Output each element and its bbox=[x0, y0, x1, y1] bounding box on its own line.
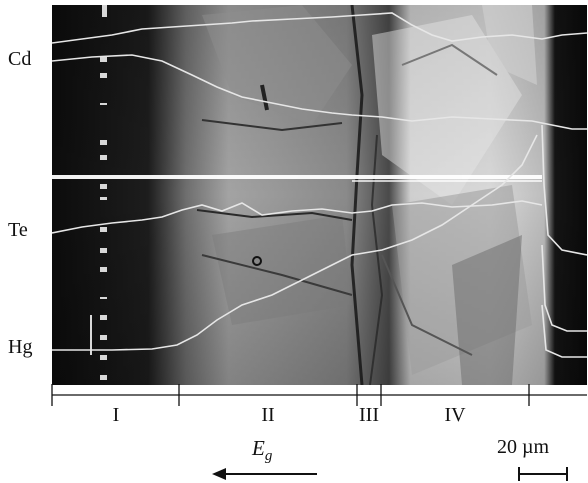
cd-label: Cd bbox=[8, 48, 32, 70]
zone-label-iv: IV bbox=[444, 404, 466, 426]
hg-label: Hg bbox=[8, 336, 33, 358]
zone-label-iii: III bbox=[359, 404, 379, 426]
gradient-label: Eg bbox=[252, 436, 273, 465]
scale-bar-label: 20 µm bbox=[497, 436, 550, 458]
micrograph-image bbox=[52, 5, 587, 385]
zone-label-ii: II bbox=[261, 404, 275, 426]
zone-label-i: I bbox=[112, 404, 120, 426]
te-label: Te bbox=[8, 219, 28, 241]
